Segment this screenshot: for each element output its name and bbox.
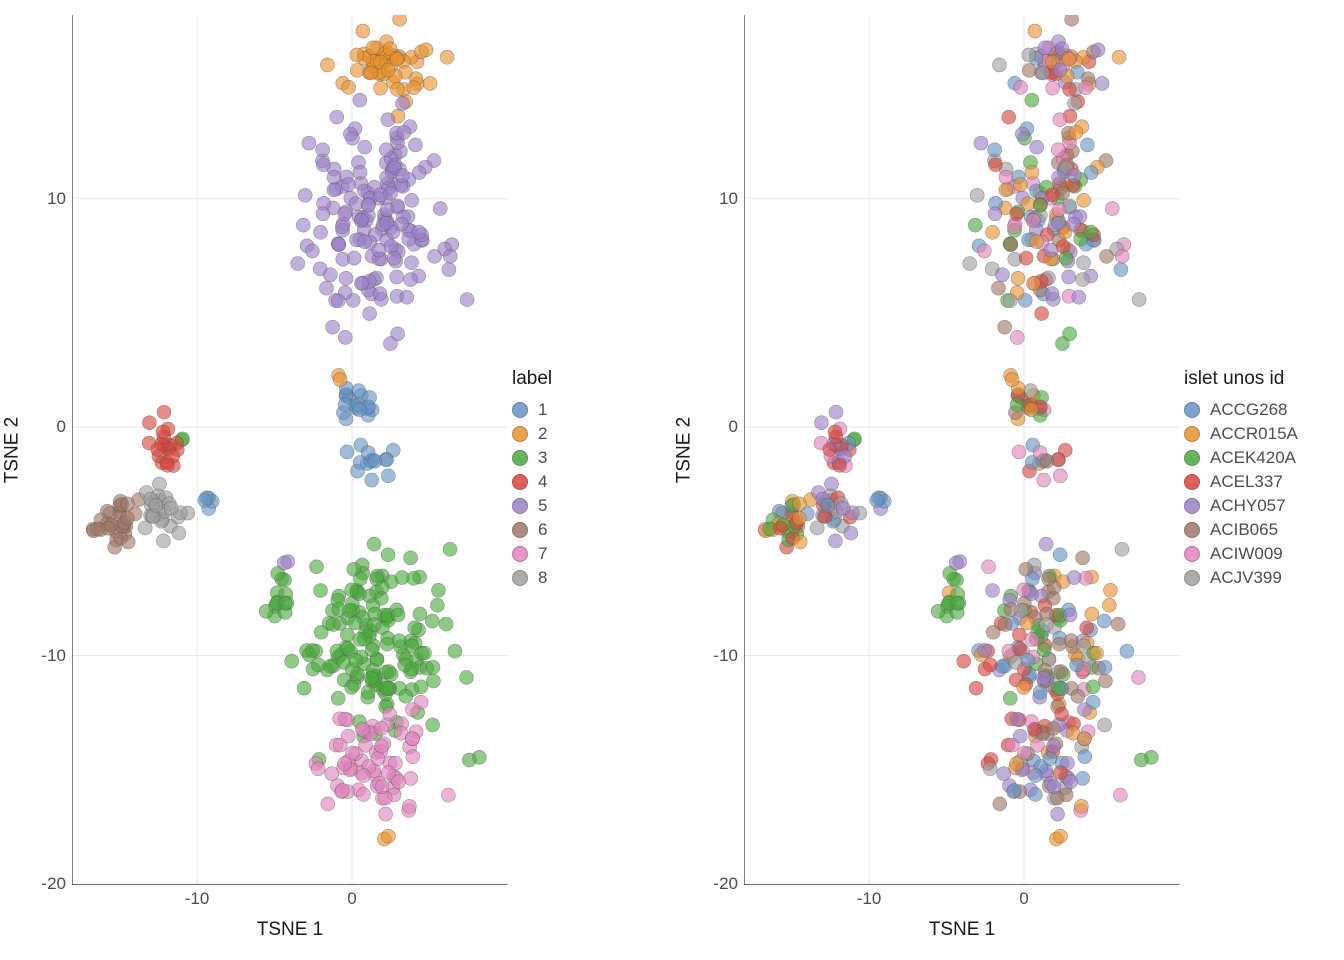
legend-item: 5 [512, 496, 672, 516]
scatter-plot-right [744, 15, 1180, 885]
panel-right: TSNE 2 -20-10010 TSNE 1 -100 islet unos … [672, 0, 1344, 960]
y-axis-label-right: TSNE 2 [672, 15, 696, 885]
legend-label: ACCG268 [1210, 400, 1287, 420]
legend-swatch-icon [1184, 474, 1200, 490]
legend-swatch-icon [512, 474, 528, 490]
legend-label: 2 [538, 424, 547, 444]
legend-item: 6 [512, 520, 672, 540]
y-ticks-left: -20-10010 [24, 15, 72, 885]
legend-swatch-icon [512, 426, 528, 442]
legend-label: 8 [538, 568, 547, 588]
legend-label: 3 [538, 448, 547, 468]
legend-label: 5 [538, 496, 547, 516]
y-ticks-right: -20-10010 [696, 15, 744, 885]
legend-swatch-icon [512, 570, 528, 586]
legend-item: ACEL337 [1184, 472, 1344, 492]
legend-item: 4 [512, 472, 672, 492]
legend-item: ACIB065 [1184, 520, 1344, 540]
legend-swatch-icon [512, 402, 528, 418]
legend-label: ACEL337 [1210, 472, 1283, 492]
legend-swatch-icon [1184, 450, 1200, 466]
legend-swatch-icon [512, 522, 528, 538]
legend-swatch-icon [1184, 402, 1200, 418]
legend-swatch-icon [1184, 570, 1200, 586]
legend-item: ACHY057 [1184, 496, 1344, 516]
legend-left: label 1 2 3 4 5 6 7 8 [508, 0, 672, 960]
panel-left: TSNE 2 -20-10010 TSNE 1 -100 label 1 2 3 4 5… [0, 0, 672, 960]
legend-title-right: islet unos id [1184, 368, 1344, 390]
legend-swatch-icon [512, 546, 528, 562]
legend-swatch-icon [1184, 522, 1200, 538]
scatter-plot-left [72, 15, 508, 885]
legend-label: 4 [538, 472, 547, 492]
legend-label: ACIB065 [1210, 520, 1278, 540]
legend-label: ACIW009 [1210, 544, 1283, 564]
plot-wrap-right: TSNE 2 -20-10010 TSNE 1 -100 [672, 0, 1180, 960]
legend-swatch-icon [1184, 426, 1200, 442]
x-axis-label-left: TSNE 1 [257, 919, 324, 941]
legend-label: 1 [538, 400, 547, 420]
legend-item: ACCR015A [1184, 424, 1344, 444]
tsne-figure: TSNE 2 -20-10010 TSNE 1 -100 label 1 2 3 4 5… [0, 0, 1344, 960]
legend-label: ACEK420A [1210, 448, 1296, 468]
legend-label: ACJV399 [1210, 568, 1282, 588]
legend-item: ACEK420A [1184, 448, 1344, 468]
legend-label: 6 [538, 520, 547, 540]
legend-swatch-icon [512, 498, 528, 514]
legend-item: 1 [512, 400, 672, 420]
legend-label: ACHY057 [1210, 496, 1286, 516]
legend-item: 8 [512, 568, 672, 588]
y-axis-label-left: TSNE 2 [0, 15, 24, 885]
legend-item: 7 [512, 544, 672, 564]
legend-right: islet unos id ACCG268 ACCR015A ACEK420A ACE… [1180, 0, 1344, 960]
x-ticks-left: TSNE 1 -100 [72, 885, 508, 945]
legend-item: ACIW009 [1184, 544, 1344, 564]
legend-swatch-icon [1184, 498, 1200, 514]
plot-wrap-left: TSNE 2 -20-10010 TSNE 1 -100 [0, 0, 508, 960]
legend-item: ACCG268 [1184, 400, 1344, 420]
legend-label: ACCR015A [1210, 424, 1298, 444]
legend-item: ACJV399 [1184, 568, 1344, 588]
x-axis-label-right: TSNE 1 [929, 919, 996, 941]
x-ticks-right: TSNE 1 -100 [744, 885, 1180, 945]
legend-item: 2 [512, 424, 672, 444]
legend-swatch-icon [512, 450, 528, 466]
legend-label: 7 [538, 544, 547, 564]
legend-swatch-icon [1184, 546, 1200, 562]
legend-title-left: label [512, 368, 672, 390]
legend-item: 3 [512, 448, 672, 468]
